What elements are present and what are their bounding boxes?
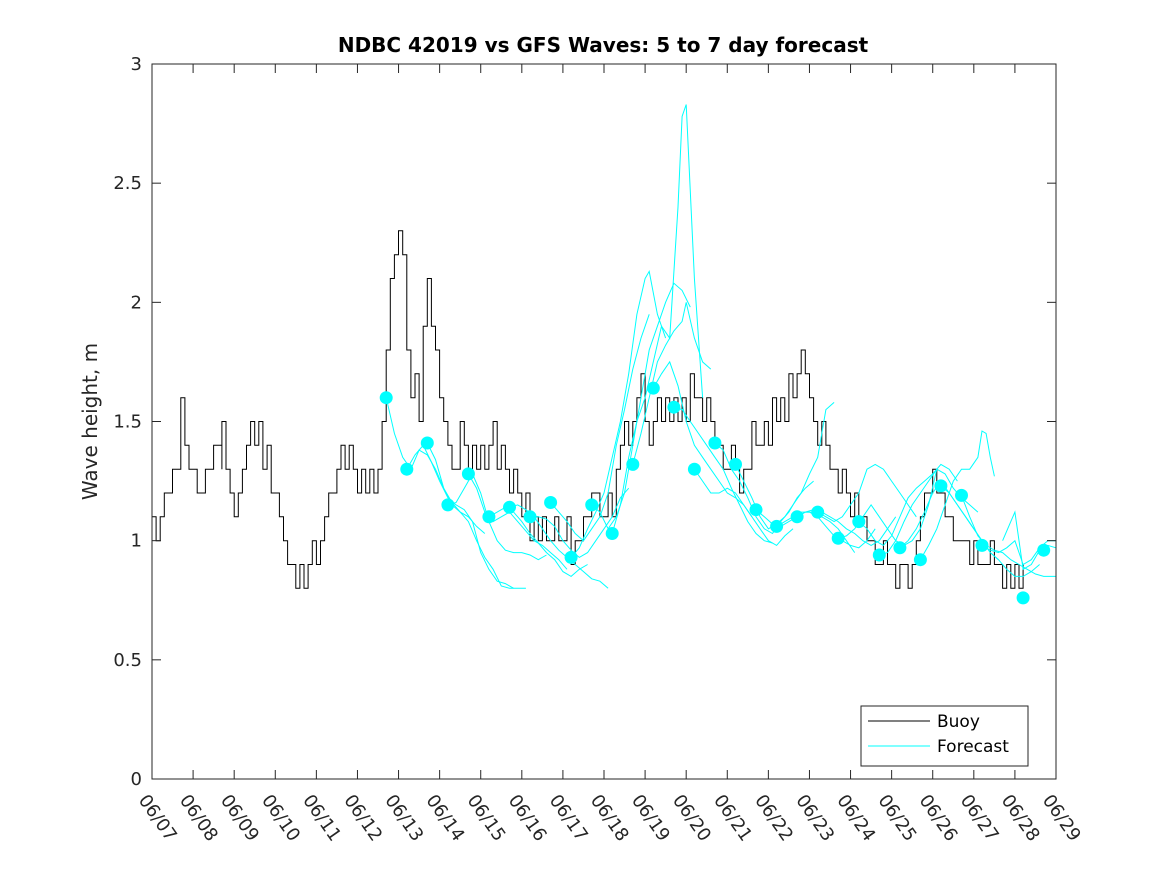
forecast-line-27: [919, 430, 995, 560]
y-tick-label-2: 1: [131, 531, 142, 552]
forecast-marker-23: [831, 531, 845, 545]
forecast-marker-20: [770, 519, 784, 533]
forecast-marker-24: [852, 515, 866, 529]
forecast-line-1: [385, 397, 486, 534]
forecast-marker-29: [955, 488, 968, 502]
forecast-marker-4: [441, 498, 455, 512]
forecast-line-7: [509, 504, 609, 589]
forecast-marker-16: [687, 462, 701, 476]
chart-title: NDBC 42019 vs GFS Waves: 5 to 7 day fore…: [338, 33, 869, 57]
forecast-line-29: [961, 495, 1056, 577]
forecast-marker-10: [564, 550, 578, 564]
series-layer: [152, 104, 1057, 605]
forecast-marker-27: [913, 553, 927, 567]
plot-background: [152, 64, 1056, 779]
forecast-marker-19: [749, 503, 763, 517]
forecast-marker-12: [605, 527, 619, 540]
forecast-marker-5: [461, 467, 475, 481]
forecast-marker-18: [729, 457, 742, 471]
forecast-marker-8: [523, 510, 537, 524]
forecast-line-8: [530, 487, 630, 559]
forecast-line-16: [693, 468, 794, 547]
forecast-line-10: [570, 269, 667, 558]
forecast-marker-11: [585, 498, 599, 512]
forecast-marker-15: [667, 400, 681, 414]
y-tick-label-6: 3: [131, 54, 142, 75]
forecast-line-18: [735, 402, 835, 530]
forecast-marker-32: [1037, 543, 1051, 557]
forecast-line-24: [858, 463, 958, 547]
legend: Buoy Forecast: [860, 705, 1029, 767]
forecast-marker-3: [420, 436, 434, 450]
forecast-line-28: [940, 485, 1040, 577]
legend-buoy-label: Buoy: [937, 712, 980, 732]
forecast-line-3: [426, 442, 526, 589]
forecast-line-15: [673, 406, 773, 544]
forecast-marker-13: [626, 457, 640, 471]
forecast-marker-22: [811, 505, 825, 519]
forecast-line-13: [632, 302, 712, 465]
forecast-marker-1: [379, 391, 393, 405]
forecast-marker-25: [872, 548, 886, 562]
y-axis-label: Wave height, m: [78, 343, 102, 500]
forecast-marker-28: [934, 479, 948, 493]
forecast-marker-2: [400, 462, 414, 476]
y-tick-label-1: 0.5: [113, 650, 142, 671]
y-tick-label-0: 0: [131, 769, 142, 790]
forecast-marker-21: [790, 510, 804, 524]
forecast-marker-9: [544, 496, 558, 509]
forecast-line-23: [838, 469, 938, 546]
forecast-marker-26: [893, 541, 907, 555]
legend-box: [860, 705, 1029, 767]
forecast-marker-14: [646, 381, 660, 395]
forecast-line-9: [550, 314, 650, 542]
y-tick-label-4: 2: [131, 292, 142, 313]
forecast-line-14: [652, 360, 753, 518]
legend-forecast-label: Forecast: [937, 737, 1009, 757]
forecast-marker-31: [1016, 591, 1030, 605]
forecast-marker-17: [708, 436, 722, 450]
y-tick-label-5: 2.5: [113, 173, 142, 194]
forecast-line-12: [611, 104, 704, 534]
plot-area: 00.511.522.5306/0706/0806/0906/1006/1106…: [113, 54, 1085, 845]
forecast-line-22: [817, 463, 917, 523]
forecast-marker-7: [503, 500, 516, 514]
y-tick-label-3: 1.5: [113, 412, 142, 433]
forecast-marker-30: [975, 538, 989, 552]
forecast-marker-6: [482, 510, 496, 524]
forecast-line-4: [447, 472, 547, 561]
